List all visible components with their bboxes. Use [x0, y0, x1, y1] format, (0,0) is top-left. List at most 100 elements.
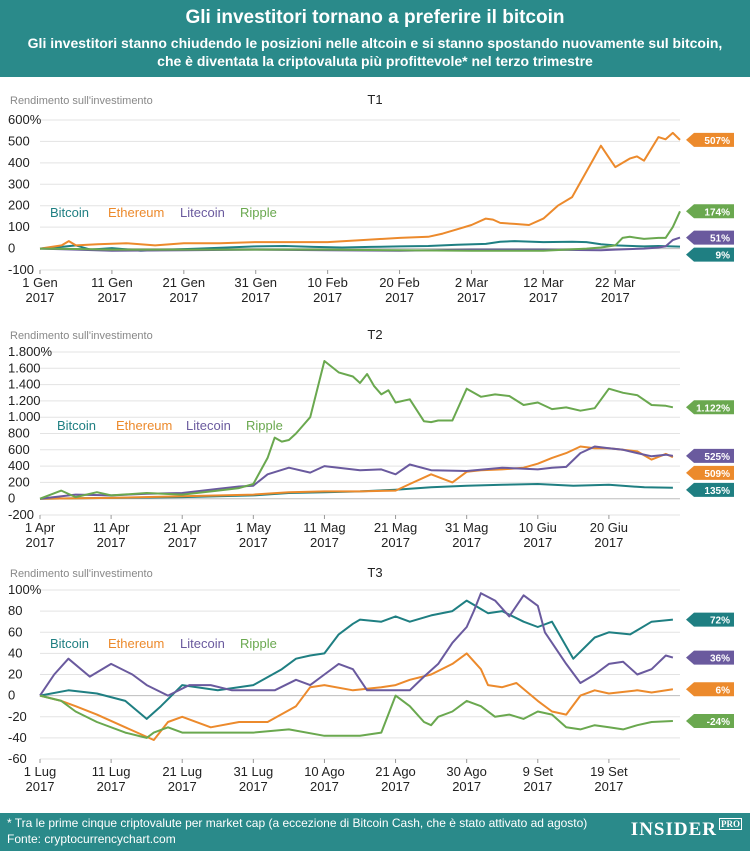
chart-panel-t3: T3 Rendimento sull'investimento -60 -40 -20 0… [8, 565, 734, 794]
x-tick-year: 2017 [26, 779, 55, 794]
end-badge-bitcoin [686, 482, 734, 497]
x-tick-year: 2017 [97, 779, 126, 794]
y-axis-label: Rendimento sull'investimento [10, 568, 153, 580]
end-badge-litecoin [686, 230, 734, 245]
end-label-ethereum: 507% [704, 136, 730, 147]
y-tick-label: 60 [8, 624, 22, 639]
end-badge-ripple [686, 713, 734, 728]
y-tick-label: 20 [8, 667, 22, 682]
end-badge-litecoin [686, 650, 734, 665]
series-line-ripple [39, 210, 681, 252]
x-tick-year: 2017 [594, 779, 623, 794]
x-tick-label: 20 Feb [379, 275, 419, 290]
end-badge-litecoin [686, 448, 734, 463]
x-tick-label: 31 Lug [233, 764, 273, 779]
y-tick-label: 200 [8, 474, 30, 489]
y-tick-label: 600% [8, 112, 42, 127]
y-tick-label: 0 [8, 688, 15, 703]
x-tick-label: 11 Gen [91, 275, 133, 290]
x-tick-year: 2017 [26, 535, 55, 550]
x-tick-label: 11 Mag [303, 520, 345, 535]
x-tick-year: 2017 [168, 535, 197, 550]
y-tick-label: 800 [8, 426, 30, 441]
y-tick-label: -100 [8, 262, 34, 277]
y-tick-label: -40 [8, 730, 27, 745]
series-line-ethereum [39, 652, 674, 741]
end-label-ripple: 1.122% [696, 403, 730, 414]
x-tick-label: 1 Gen [22, 275, 57, 290]
chart-title: T2 [367, 327, 382, 342]
x-tick-label: 11 Lug [92, 764, 131, 779]
x-tick-label: 21 Gen [162, 275, 205, 290]
y-tick-label: 100 [8, 219, 30, 234]
y-axis-label: Rendimento sull'investimento [10, 330, 153, 342]
legend-bitcoin: Bitcoin [50, 636, 89, 651]
y-tick-label: 1.400 [8, 377, 41, 392]
logo-text: INSIDER [630, 819, 717, 840]
x-tick-label: 20 Giu [590, 520, 628, 535]
series-line-bitcoin [39, 599, 673, 720]
chart-title: T1 [367, 92, 382, 107]
end-label-litecoin: 525% [704, 452, 730, 463]
x-tick-label: 1 Lug [24, 764, 57, 779]
y-tick-label: 0 [8, 241, 15, 256]
end-badge-bitcoin [686, 247, 734, 262]
y-axis-label: Rendimento sull'investimento [10, 95, 153, 107]
y-tick-label: 400 [8, 458, 30, 473]
legend-litecoin: Litecoin [180, 205, 225, 220]
end-badge-ethereum [686, 682, 734, 697]
x-tick-label: 12 Mar [523, 275, 564, 290]
x-tick-label: 22 Mar [595, 275, 636, 290]
footnote: * Tra le prime cinque criptovalute per m… [7, 816, 588, 830]
x-tick-year: 2017 [310, 779, 339, 794]
x-tick-year: 2017 [241, 290, 270, 305]
y-tick-label: 1.600 [8, 360, 41, 375]
end-badge-ethereum [686, 132, 734, 147]
x-tick-label: 21 Lug [162, 764, 202, 779]
page-title: Gli investitori tornano a preferire il b… [185, 7, 565, 28]
x-tick-label: 31 Mag [445, 520, 488, 535]
x-tick-year: 2017 [169, 290, 198, 305]
x-tick-year: 2017 [452, 779, 481, 794]
x-tick-label: 11 Apr [93, 520, 130, 535]
x-tick-year: 2017 [313, 290, 342, 305]
end-label-litecoin: 51% [710, 234, 730, 245]
end-label-ripple: -24% [707, 717, 730, 728]
y-tick-label: 500 [8, 133, 30, 148]
end-label-bitcoin: 9% [716, 251, 731, 262]
x-tick-year: 2017 [457, 290, 486, 305]
x-tick-label: 21 Mag [374, 520, 417, 535]
x-tick-year: 2017 [523, 535, 552, 550]
y-tick-label: -60 [8, 751, 27, 766]
series-line-ethereum [39, 131, 681, 250]
series-line-ripple [39, 694, 673, 739]
legend-ethereum: Ethereum [116, 418, 172, 433]
y-tick-label: 100% [8, 582, 42, 597]
x-tick-year: 2017 [26, 290, 55, 305]
y-tick-label: 200 [8, 198, 30, 213]
x-tick-label: 2 Mar [455, 275, 489, 290]
x-tick-label: 10 Ago [304, 764, 345, 779]
y-tick-label: 600 [8, 442, 30, 457]
page-subtitle: Gli investitori stanno chiudendo le posi… [0, 34, 750, 70]
chart-panel-t1: T1 Rendimento sull'investimento -100 0 100 20… [8, 92, 734, 305]
x-tick-label: 19 Set [590, 764, 628, 779]
x-tick-year: 2017 [239, 779, 268, 794]
x-tick-year: 2017 [385, 290, 414, 305]
footer-banner: * Tra le prime cinque criptovalute per m… [0, 813, 750, 851]
x-tick-year: 2017 [310, 535, 339, 550]
y-tick-label: 1.200 [8, 393, 41, 408]
insider-pro-logo: INSIDER PRO [630, 818, 742, 841]
x-tick-year: 2017 [239, 535, 268, 550]
end-label-ripple: 174% [704, 207, 730, 218]
end-label-bitcoin: 135% [704, 486, 730, 497]
y-tick-label: 400 [8, 155, 30, 170]
x-tick-year: 2017 [523, 779, 552, 794]
y-tick-label: 1.000 [8, 409, 41, 424]
series-line-litecoin [39, 445, 674, 500]
x-tick-label: 31 Gen [234, 275, 277, 290]
subtitle-line-1: Gli investitori stanno chiudendo le posi… [27, 35, 723, 51]
end-badge-ripple [686, 400, 734, 415]
legend-bitcoin: Bitcoin [50, 205, 89, 220]
